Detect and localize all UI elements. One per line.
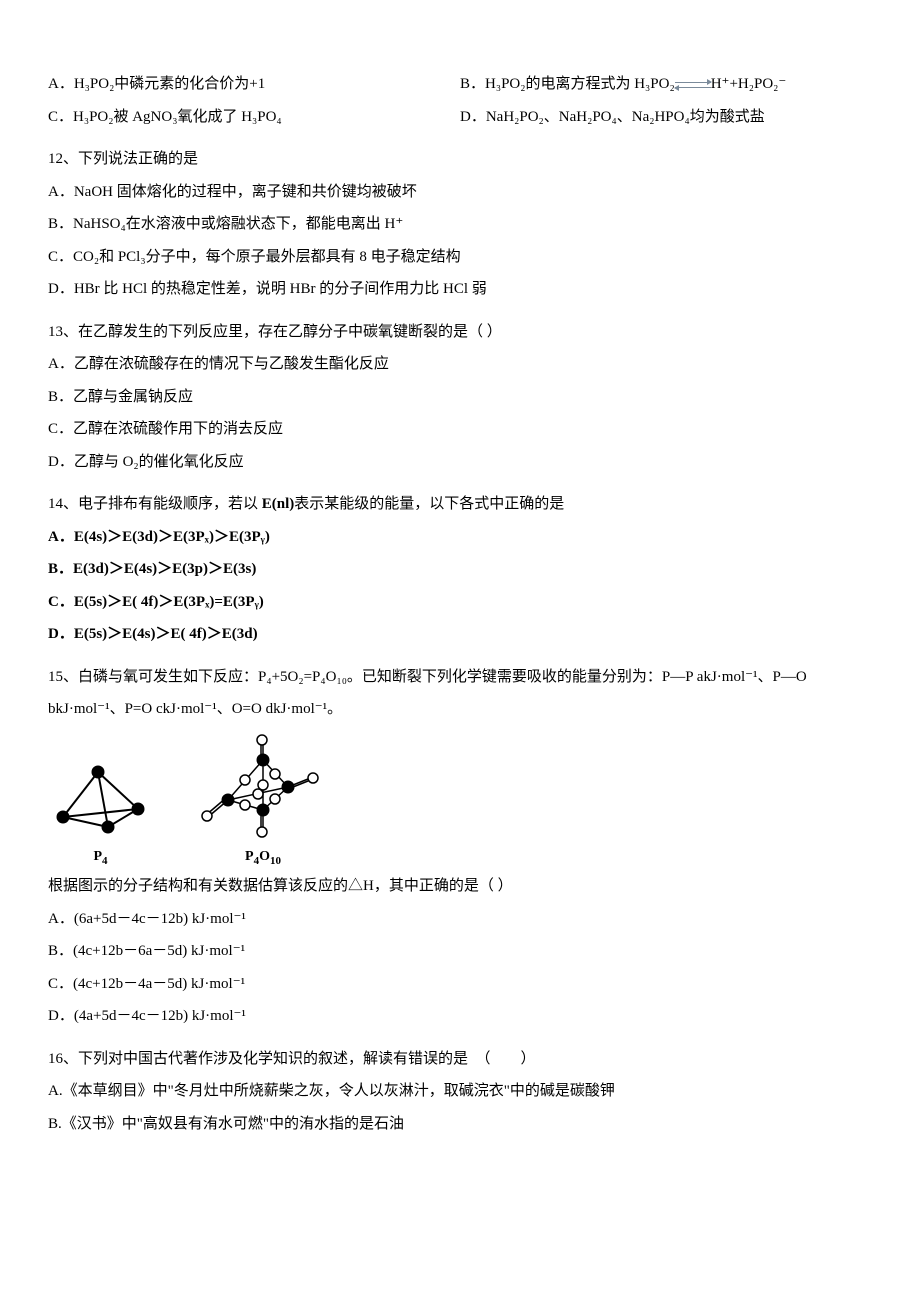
q11-options-row2: C．H₃PO₂被 AgNO₃氧化成了 H₃PO₄ D．NaH₂PO₂、NaH₂P… xyxy=(48,103,872,132)
q11-option-d: D．NaH₂PO₂、NaH₂PO₄、Na₂HPO₄均为酸式盐 xyxy=(460,103,872,132)
q15-option-d: D．(4a+5d－4c－12b) kJ·mol⁻¹ xyxy=(48,1002,872,1031)
q16-stem: 16、下列对中国古代著作涉及化学知识的叙述，解读有错误的是 （ ） xyxy=(48,1045,872,1074)
q14-option-c: C．E(5s)＞E( 4f)＞E(3Pₓ)=E(3Pᵧ) xyxy=(48,588,872,617)
q12-option-a: A．NaOH 固体熔化的过程中，离子键和共价键均被破坏 xyxy=(48,178,872,207)
q12-option-b: B．NaHSO₄在水溶液中或熔融状态下，都能电离出 H⁺ xyxy=(48,210,872,239)
p4o10-molecule-icon: P4O10 xyxy=(193,732,333,871)
q14-stem-bold: E(nl) xyxy=(262,496,295,512)
q11-option-b: B．H₃PO₂的电离方程式为 H₃PO₂ H⁺+H₂PO₂⁻ xyxy=(460,70,872,99)
q11-options-row1: A．H₃PO₂中磷元素的化合价为+1 B．H₃PO₂的电离方程式为 H₃PO₂ H… xyxy=(48,70,872,99)
q14-option-d: D．E(5s)＞E(4s)＞E( 4f)＞E(3d) xyxy=(48,620,872,649)
q11-option-a: A．H₃PO₂中磷元素的化合价为+1 xyxy=(48,70,460,99)
q15-stem-line1: 15、白磷与氧可发生如下反应：P₄+5O₂=P₄O₁₀。已知断裂下列化学键需要吸… xyxy=(48,663,872,692)
q14-option-b: B．E(3d)＞E(4s)＞E(3p)＞E(3s) xyxy=(48,555,872,584)
q12-option-d: D．HBr 比 HCl 的热稳定性差，说明 HBr 的分子间作用力比 HCl 弱 xyxy=(48,275,872,304)
q12-option-c: C．CO₂和 PCl₃分子中，每个原子最外层都具有 8 电子稳定结构 xyxy=(48,243,872,272)
p4-molecule-icon: P4 xyxy=(48,757,153,871)
q14-stem-pre: 14、电子排布有能级顺序，若以 xyxy=(48,496,262,512)
q15-diagram: P4 xyxy=(48,732,872,871)
q14-stem: 14、电子排布有能级顺序，若以 E(nl)表示某能级的能量，以下各式中正确的是 xyxy=(48,490,872,519)
q11-option-c: C．H₃PO₂被 AgNO₃氧化成了 H₃PO₄ xyxy=(48,103,460,132)
q11-d-text: D．NaH₂PO₂、NaH₂PO₄、Na₂HPO₄均为酸式盐 xyxy=(460,109,765,125)
q15-after-diagram: 根据图示的分子结构和有关数据估算该反应的△H，其中正确的是（ ） xyxy=(48,872,872,901)
p4-label: P4 xyxy=(48,844,153,871)
q11-c-text: C．H₃PO₂被 AgNO₃氧化成了 H₃PO₄ xyxy=(48,109,282,125)
equilibrium-arrows-icon xyxy=(675,80,711,90)
q11-a-text: A．H₃PO₂中磷元素的化合价为+1 xyxy=(48,70,265,99)
q13-option-b: B．乙醇与金属钠反应 xyxy=(48,383,872,412)
q13-option-d: D．乙醇与 O₂的催化氧化反应 xyxy=(48,448,872,477)
q12-stem: 12、下列说法正确的是 xyxy=(48,145,872,174)
q15-stem-line2: bkJ·mol⁻¹、P=O ckJ·mol⁻¹、O=O dkJ·mol⁻¹。 xyxy=(48,695,872,724)
q15-option-b: B．(4c+12b－6a－5d) kJ·mol⁻¹ xyxy=(48,937,872,966)
q14-option-a: A．E(4s)＞E(3d)＞E(3Pₓ)＞E(3Pᵧ) xyxy=(48,523,872,552)
q16-option-b: B.《汉书》中"高奴县有洧水可燃"中的洧水指的是石油 xyxy=(48,1110,872,1139)
q13-option-c: C．乙醇在浓硫酸作用下的消去反应 xyxy=(48,415,872,444)
q11-b-pre: B．H₃PO₂的电离方程式为 H₃PO₂ xyxy=(460,76,675,92)
q11-b-post: H⁺+H₂PO₂⁻ xyxy=(711,76,787,92)
q15-option-a: A．(6a+5d－4c－12b) kJ·mol⁻¹ xyxy=(48,905,872,934)
q15-option-c: C．(4c+12b－4a－5d) kJ·mol⁻¹ xyxy=(48,970,872,999)
q16-option-a: A.《本草纲目》中"冬月灶中所烧薪柴之灰，令人以灰淋汁，取碱浣衣"中的碱是碳酸钾 xyxy=(48,1077,872,1106)
q14-stem-post: 表示某能级的能量，以下各式中正确的是 xyxy=(294,496,564,512)
q13-stem: 13、在乙醇发生的下列反应里，存在乙醇分子中碳氧键断裂的是（ ） xyxy=(48,318,872,347)
p4o10-label: P4O10 xyxy=(193,844,333,871)
q13-option-a: A．乙醇在浓硫酸存在的情况下与乙酸发生酯化反应 xyxy=(48,350,872,379)
